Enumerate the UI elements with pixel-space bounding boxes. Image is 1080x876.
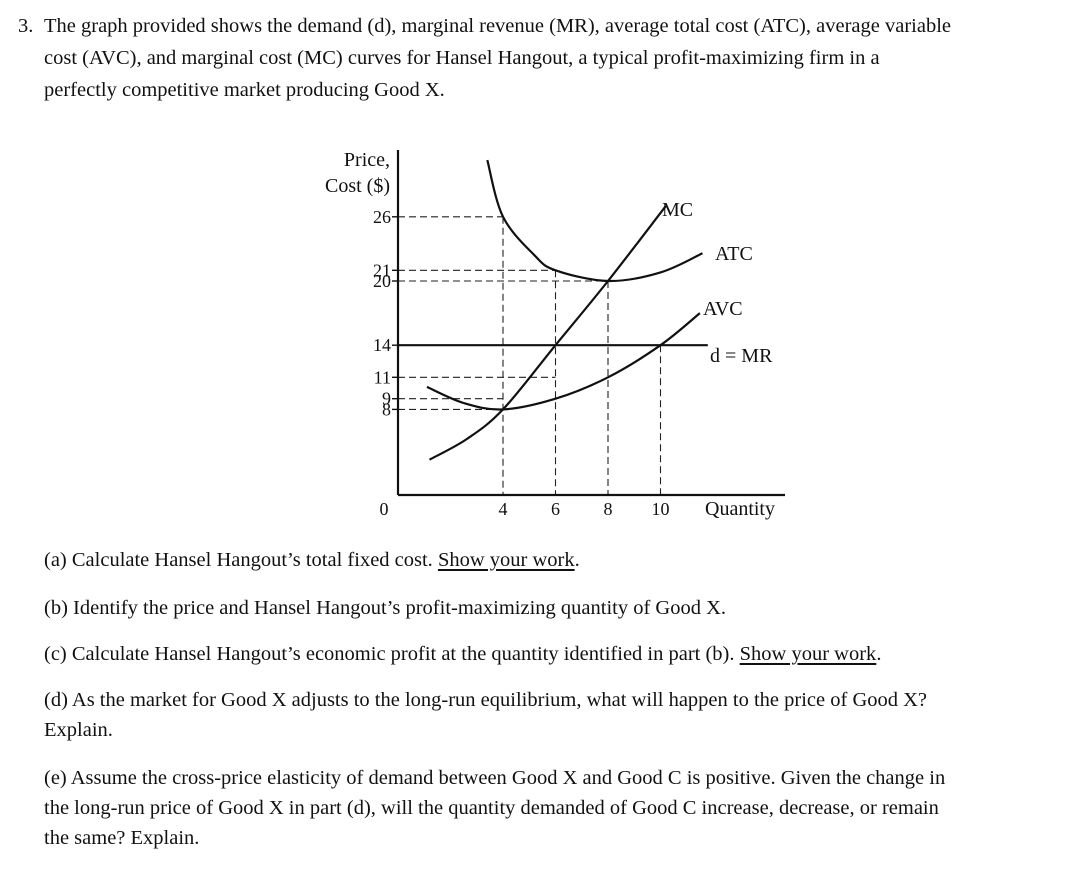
origin-label: 0 — [380, 499, 389, 519]
x-tick-label: 8 — [604, 499, 613, 519]
avc-curve — [426, 312, 701, 411]
part-c: (c) Calculate Hansel Hangout’s economic … — [44, 643, 882, 665]
y-tick-label: 21 — [373, 260, 391, 280]
reference-dashes — [398, 216, 662, 495]
part-a: (a) Calculate Hansel Hangout’s total fix… — [44, 549, 580, 571]
x-tick-label: 6 — [551, 499, 560, 519]
mc-curve — [428, 205, 667, 461]
curves — [398, 159, 708, 461]
y-axis-label-line-1: Price, — [344, 149, 390, 171]
part-a-emphasis: Show your work — [437, 549, 575, 571]
x-axis-label: Quantity — [705, 498, 775, 520]
part-b: (b) Identify the price and Hansel Hangou… — [44, 597, 727, 619]
y-tick-label: 20 — [373, 271, 391, 291]
question-prompt: 3. The graph provided shows the demand (d… — [18, 10, 1058, 106]
y-tick-label: 8 — [382, 399, 391, 419]
part-e: (e) Assume the cross-price elasticity of… — [44, 767, 946, 849]
x-tick-label: 4 — [499, 499, 508, 519]
part-d: (d) As the market for Good X adjusts to … — [44, 689, 928, 741]
y-tick-label: 14 — [373, 335, 391, 355]
atc-label: ATC — [715, 243, 753, 265]
question-number: 3. — [18, 15, 34, 37]
mc-label: MC — [662, 199, 693, 221]
y-tick-label: 26 — [373, 207, 391, 227]
x-tick-label: 10 — [652, 499, 670, 519]
atc-curve — [486, 159, 703, 283]
y-axis-label-line-2: Cost ($) — [325, 175, 390, 197]
question-line-2: cost (AVC), and marginal cost (MC) curve… — [44, 47, 880, 69]
y-tick-label: 9 — [382, 389, 391, 409]
question-line-1: 3. The graph provided shows the demand (d… — [18, 10, 1058, 42]
question-parts: (a) Calculate Hansel Hangout’s total fix… — [44, 545, 1054, 853]
question-line-3: perfectly competitive market producing G… — [44, 79, 445, 101]
y-tick-label: 11 — [374, 367, 391, 387]
demand-mr-label: d = MR — [710, 345, 773, 367]
part-c-emphasis: Show your work — [739, 643, 877, 665]
avc-label: AVC — [703, 298, 743, 320]
